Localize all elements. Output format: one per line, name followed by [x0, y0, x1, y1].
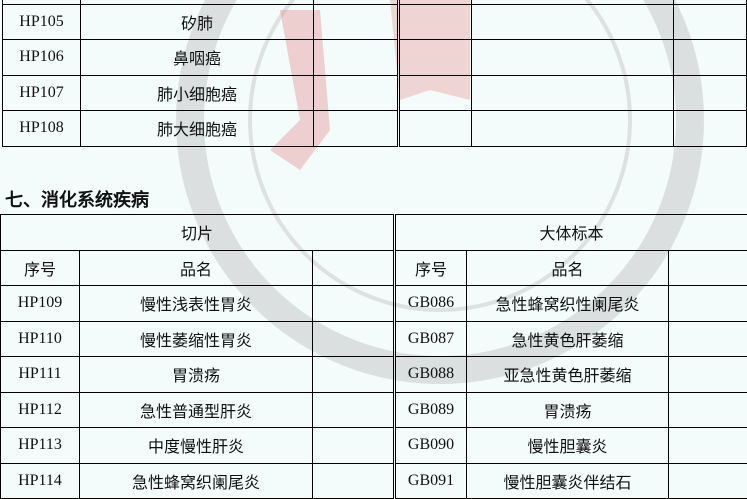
gross-name: 慢性胆囊炎	[467, 428, 669, 464]
slice-id: HP109	[1, 286, 80, 322]
gross-id: GB089	[395, 392, 467, 428]
gross-id: GB086	[395, 286, 467, 322]
gross-id: GB091	[395, 463, 467, 499]
gross-name: 胃溃疡	[467, 392, 669, 428]
specimen-id: HP105	[3, 4, 81, 40]
group-header-gross: 大体标本	[395, 215, 747, 251]
specimen-id: HP108	[3, 111, 81, 147]
slice-id: HP114	[1, 463, 80, 499]
col-header-name: 品名	[80, 250, 313, 286]
col-header-id: 序号	[1, 250, 80, 286]
slice-id: HP112	[1, 392, 80, 428]
specimen-name: 矽肺	[81, 4, 314, 40]
specimen-name: 鼻咽癌	[81, 40, 314, 76]
specimen-name: 肺大细胞癌	[81, 111, 314, 147]
gross-name: 慢性胆囊炎伴结石	[467, 463, 669, 499]
slice-id: HP111	[1, 357, 80, 393]
slice-name: 慢性浅表性胃炎	[80, 286, 313, 322]
specimen-id: HP107	[3, 75, 81, 111]
group-header-row: 切片 大体标本	[1, 215, 747, 251]
slice-name: 胃溃疡	[80, 357, 313, 393]
slice-name: 急性蜂窝织阑尾炎	[80, 463, 313, 499]
slice-name: 慢性萎缩性胃炎	[80, 321, 313, 357]
gross-id: GB087	[395, 321, 467, 357]
specimen-name: 肺小细胞癌	[81, 75, 314, 111]
gross-name: 亚急性黄色肝萎缩	[467, 357, 669, 393]
section-title: 七、消化系统疾病	[5, 186, 149, 212]
gross-name: 急性蜂窝织性阑尾炎	[467, 286, 669, 322]
gross-id: GB088	[395, 357, 467, 393]
slice-name: 急性普通型肝炎	[80, 392, 313, 428]
column-header-row: 序号 品名 序号 品名	[1, 250, 747, 286]
gross-id: GB090	[395, 428, 467, 464]
col-header-name: 品名	[467, 250, 669, 286]
col-header-id: 序号	[395, 250, 467, 286]
slice-id: HP110	[1, 321, 80, 357]
group-header-slices: 切片	[1, 215, 395, 251]
slice-name: 中度慢性肝炎	[80, 428, 313, 464]
slice-id: HP113	[1, 428, 80, 464]
gross-name: 急性黄色肝萎缩	[467, 321, 669, 357]
specimen-id: HP106	[3, 40, 81, 76]
